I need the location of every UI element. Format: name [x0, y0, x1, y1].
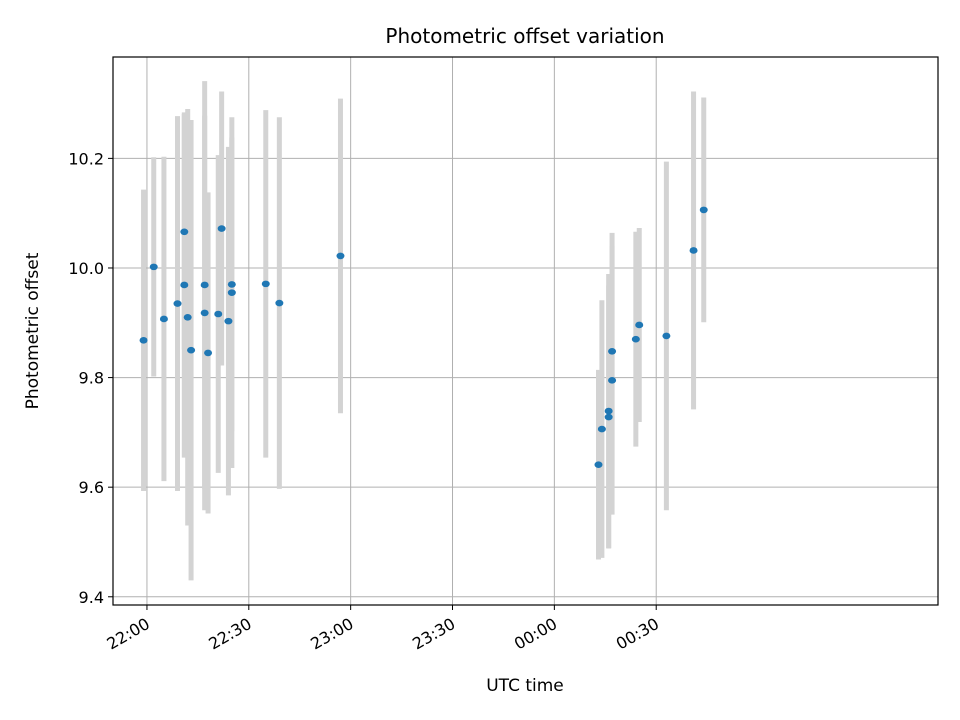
data-point [173, 300, 182, 307]
data-point [204, 349, 213, 357]
data-point [149, 263, 158, 271]
data-point [200, 309, 209, 317]
data-point [699, 206, 708, 214]
data-point [275, 299, 284, 307]
y-axis-label: Photometric offset [23, 252, 43, 409]
data-point [608, 377, 617, 384]
data-point [662, 332, 671, 340]
x-axis-label: UTC time [486, 676, 564, 696]
data-point [604, 413, 613, 421]
data-point [183, 314, 192, 321]
data-point [261, 280, 270, 288]
data-point [227, 281, 236, 288]
data-point [597, 425, 606, 433]
data-point [217, 225, 226, 232]
plot-frame [112, 56, 939, 606]
data-point [635, 321, 644, 329]
data-point [187, 346, 196, 354]
data-point [336, 252, 345, 260]
data-point [227, 289, 236, 296]
data-point [689, 247, 698, 254]
data-point [214, 310, 223, 318]
data-point [139, 337, 148, 344]
y-tick-label: 9.8 [79, 369, 104, 388]
data-point [604, 407, 613, 415]
data-point [224, 317, 233, 325]
data-point [594, 461, 603, 469]
grid-lines [113, 57, 938, 605]
y-tick-label: 10.0 [68, 259, 104, 278]
data-point [631, 335, 640, 343]
data-point [159, 315, 168, 323]
data-points [139, 206, 708, 469]
y-tick-label: 9.4 [79, 588, 104, 607]
y-axis-ticks: 9.4 9.6 9.8 10.0 10.2 [68, 149, 113, 607]
chart-title: Photometric offset variation [385, 24, 664, 48]
data-point [180, 228, 189, 236]
y-tick-label: 9.6 [79, 478, 104, 497]
y-tick-label: 10.2 [68, 149, 104, 168]
data-point [200, 281, 209, 289]
data-point [608, 347, 617, 355]
data-point [180, 281, 189, 289]
